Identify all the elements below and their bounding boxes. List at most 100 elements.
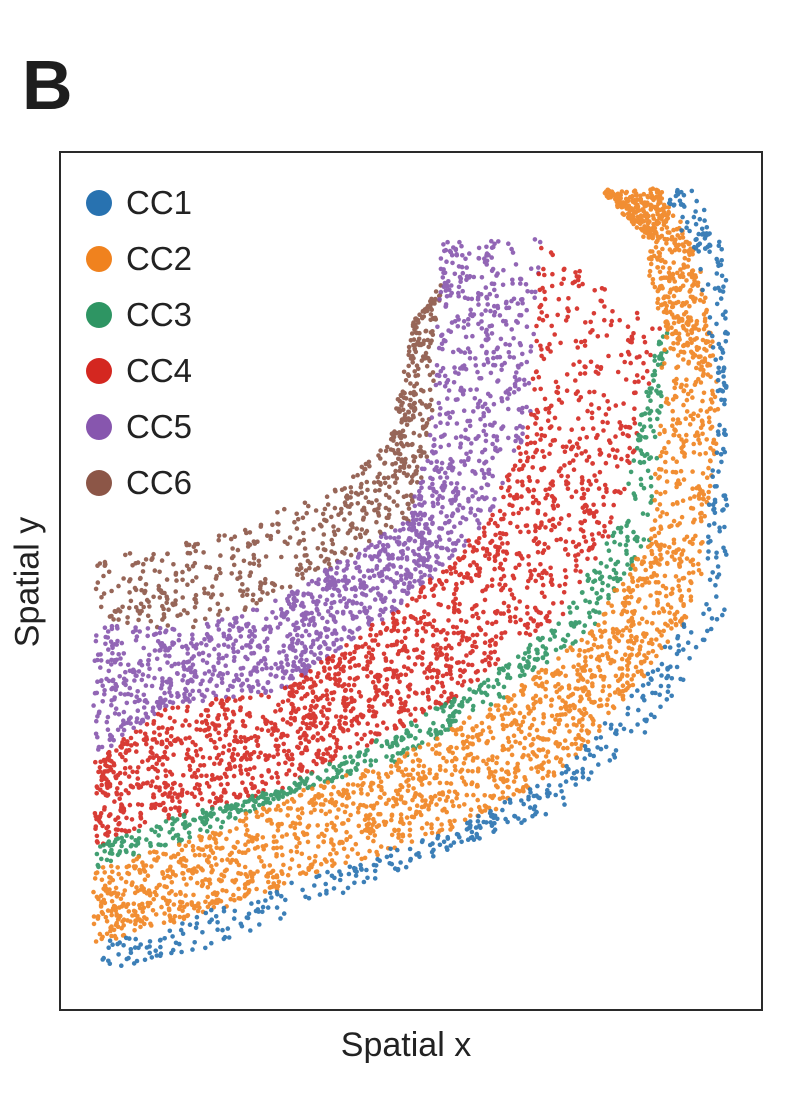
data-point xyxy=(522,651,528,656)
data-point xyxy=(706,489,711,495)
data-point xyxy=(136,765,141,770)
data-point xyxy=(274,770,279,776)
data-point xyxy=(399,577,404,583)
data-point xyxy=(461,543,467,548)
data-point xyxy=(132,585,138,591)
data-point xyxy=(425,675,430,681)
data-point xyxy=(573,544,579,549)
data-point xyxy=(403,672,409,678)
data-point xyxy=(365,659,371,664)
data-point xyxy=(402,628,408,634)
data-point xyxy=(329,837,334,842)
data-point xyxy=(359,490,365,496)
data-point xyxy=(104,719,110,725)
data-point xyxy=(452,607,457,612)
data-point xyxy=(231,694,236,699)
data-point xyxy=(574,274,580,279)
data-point xyxy=(281,748,287,754)
data-point xyxy=(99,782,104,788)
data-point xyxy=(412,503,418,509)
data-point xyxy=(420,426,426,431)
data-point xyxy=(256,682,261,687)
data-point xyxy=(218,570,223,576)
data-point xyxy=(476,573,482,578)
data-point xyxy=(263,753,268,758)
data-point xyxy=(368,554,373,559)
data-point xyxy=(552,634,557,639)
data-point xyxy=(371,480,377,485)
data-point xyxy=(223,715,229,721)
data-point xyxy=(400,510,405,516)
data-point xyxy=(105,635,111,640)
data-point xyxy=(634,373,640,378)
data-point xyxy=(387,495,392,500)
data-point xyxy=(199,796,205,802)
data-point xyxy=(310,689,316,694)
data-point xyxy=(163,781,168,786)
data-point xyxy=(352,649,357,655)
data-point xyxy=(568,610,573,615)
data-point xyxy=(301,733,306,738)
data-point xyxy=(321,751,326,757)
data-point xyxy=(591,608,596,613)
data-point xyxy=(579,548,584,554)
data-point xyxy=(552,415,558,421)
data-point xyxy=(500,666,506,671)
data-point xyxy=(527,654,532,660)
data-point xyxy=(469,441,474,446)
data-point xyxy=(349,695,354,701)
data-point xyxy=(523,282,529,287)
data-point xyxy=(507,587,513,593)
data-point xyxy=(555,312,560,318)
data-point xyxy=(190,578,195,584)
data-point xyxy=(424,421,430,426)
data-point xyxy=(501,549,506,554)
data-point xyxy=(318,631,324,636)
data-point xyxy=(580,528,586,534)
data-point xyxy=(289,701,295,707)
data-point xyxy=(448,529,454,535)
data-point xyxy=(492,520,498,526)
data-point xyxy=(633,664,639,670)
data-point xyxy=(140,569,146,574)
data-point xyxy=(391,435,396,441)
data-point xyxy=(445,631,450,636)
data-point xyxy=(585,578,591,583)
data-point xyxy=(435,816,440,822)
data-point xyxy=(452,561,458,566)
data-point xyxy=(458,618,464,623)
data-point xyxy=(592,473,597,478)
data-point xyxy=(201,763,207,768)
data-point xyxy=(579,475,585,480)
data-point xyxy=(547,610,552,615)
data-point xyxy=(394,621,400,627)
data-point xyxy=(231,642,236,647)
data-point xyxy=(255,689,261,695)
data-point xyxy=(136,828,142,834)
data-point xyxy=(499,635,504,641)
data-point xyxy=(165,660,170,665)
data-point xyxy=(193,600,199,605)
data-point xyxy=(631,458,637,463)
data-point xyxy=(573,338,579,344)
data-point xyxy=(396,542,402,547)
data-point xyxy=(657,354,662,359)
data-point xyxy=(476,496,481,502)
data-point xyxy=(549,494,555,499)
data-point xyxy=(260,779,265,785)
data-point xyxy=(442,384,448,389)
data-point xyxy=(170,827,175,832)
data-point xyxy=(393,480,398,486)
data-point xyxy=(292,519,297,525)
data-point xyxy=(411,430,417,436)
data-point xyxy=(362,758,368,764)
data-point xyxy=(410,596,415,602)
data-point xyxy=(377,558,383,563)
data-point xyxy=(427,372,433,378)
data-point xyxy=(416,578,422,584)
data-point xyxy=(587,599,592,605)
data-point xyxy=(95,563,100,568)
data-point xyxy=(314,602,319,607)
data-point xyxy=(266,728,271,733)
data-point xyxy=(215,716,220,722)
